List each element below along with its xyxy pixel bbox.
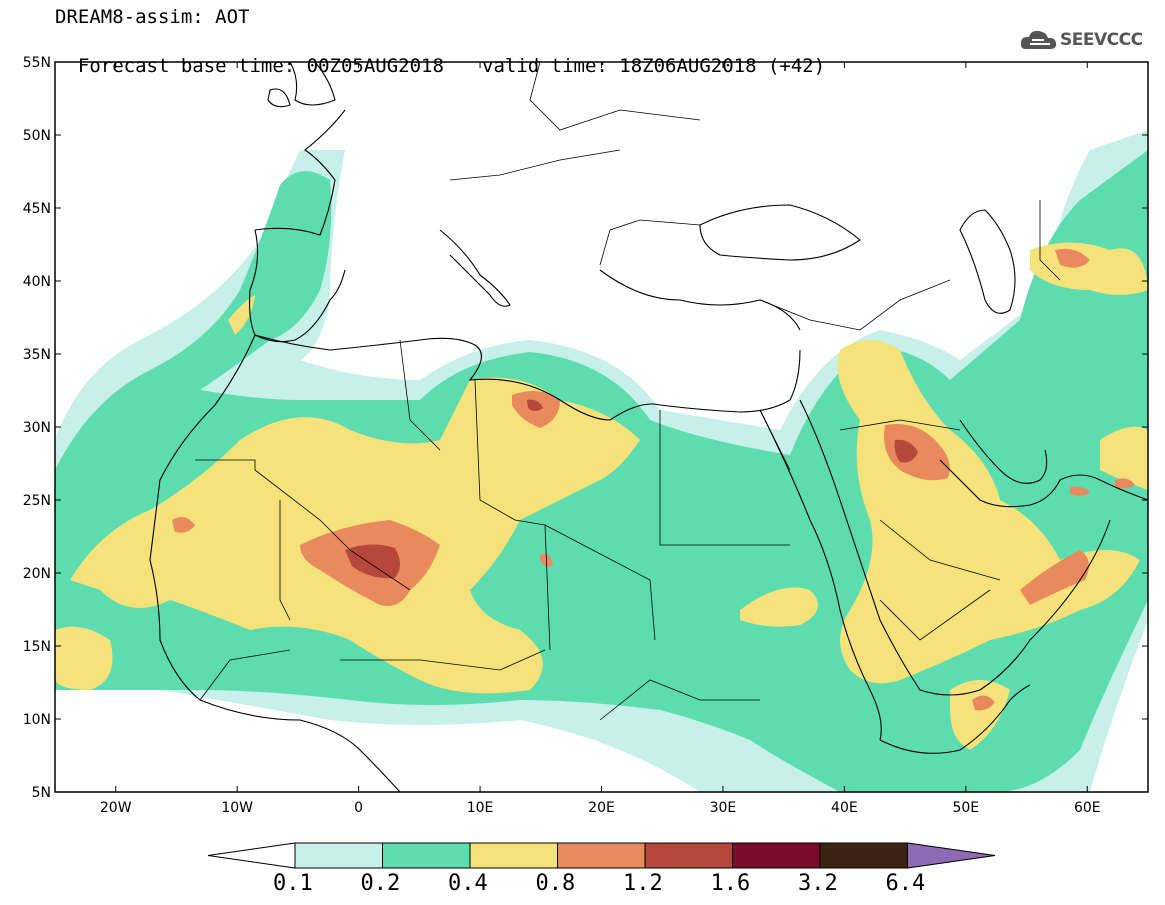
time-info: Forecast base time: 00Z05AUG2018 valid ti… (55, 33, 825, 77)
lon-label: 10W (221, 800, 253, 816)
lat-label: 20N (23, 566, 51, 582)
lon-label: 50E (952, 800, 979, 816)
lon-label: 20E (588, 800, 615, 816)
longitude-labels: 20W 10W 0 10E 20E 30E 40E 50E 60E (100, 800, 1101, 816)
base-time: Forecast base time: 00Z05AUG2018 (77, 55, 444, 77)
lat-label: 35N (23, 347, 51, 363)
lat-label: 15N (23, 639, 51, 655)
colorbar-label: 0.1 (273, 871, 313, 896)
lat-label: 45N (23, 201, 51, 217)
colorbar (207, 842, 996, 869)
lon-label: 0 (354, 800, 363, 816)
colorbar-box (819, 842, 908, 869)
colorbar-label: 0.4 (448, 871, 488, 896)
lat-label: 5N (32, 785, 51, 801)
colorbar-box (557, 842, 646, 869)
coastlines (149, 62, 1148, 792)
lat-label: 25N (23, 493, 51, 509)
lat-label: 55N (23, 55, 51, 71)
colorbar-label: 0.8 (535, 871, 576, 896)
map-title: DREAM8-assim: AOT (55, 6, 250, 28)
logo-text: SEEVCCC (1060, 30, 1143, 50)
latitude-labels: 55N 50N 45N 40N 35N 30N 25N 20N 15N 10N 5N (23, 55, 51, 801)
lat-label: 40N (23, 274, 51, 290)
country-borders (195, 62, 1061, 721)
valid-time: valid time: 18Z06AUG2018 (+42) (482, 55, 826, 77)
colorbar-label: 1.2 (623, 871, 663, 896)
lon-label: 20W (100, 800, 132, 816)
lon-label: 10E (467, 800, 494, 816)
colorbar-box (469, 842, 558, 869)
colorbar-label: 3.2 (798, 871, 838, 896)
axis-ticks (55, 61, 1148, 793)
colorbar-box (644, 842, 733, 869)
colorbar-label: 0.2 (360, 871, 401, 896)
colorbar-box (732, 842, 821, 869)
colorbar-box (382, 842, 471, 869)
colorbar-label: 1.6 (710, 871, 751, 896)
lat-label: 10N (23, 712, 51, 728)
lat-label: 50N (23, 128, 51, 144)
lat-label: 30N (23, 420, 51, 436)
lon-label: 60E (1074, 800, 1101, 816)
colorbar-label: 6.4 (885, 871, 926, 896)
lon-label: 30E (710, 800, 737, 816)
colorbar-high-triangle (907, 842, 996, 869)
cloud-logo-icon (1020, 30, 1057, 49)
aot-field (55, 62, 1148, 792)
colorbar-low-triangle (207, 842, 296, 869)
lon-label: 40E (831, 800, 858, 816)
colorbar-box (294, 842, 383, 869)
